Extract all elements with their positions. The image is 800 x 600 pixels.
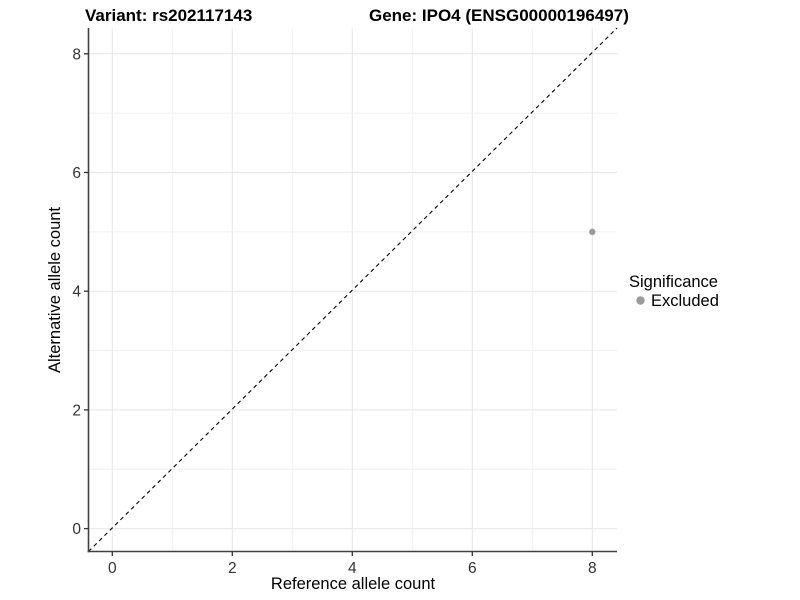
x-tick-label: 6 bbox=[468, 560, 477, 577]
y-axis-tick-labels: 0 2 4 6 8 bbox=[72, 46, 81, 538]
y-tick-label: 6 bbox=[72, 165, 81, 182]
x-tick-label: 0 bbox=[108, 560, 117, 577]
x-tick-label: 8 bbox=[588, 560, 597, 577]
y-tick-label: 0 bbox=[72, 521, 81, 538]
data-point bbox=[589, 228, 596, 236]
legend-title: Significance bbox=[629, 273, 718, 291]
x-axis-label: Reference allele count bbox=[271, 575, 436, 593]
legend-entry-label: Excluded bbox=[651, 292, 719, 310]
plot-title-variant: Variant: rs202117143 bbox=[85, 6, 252, 25]
x-tick-label: 2 bbox=[228, 560, 237, 577]
y-tick-label: 4 bbox=[72, 284, 81, 301]
legend: Significance Excluded bbox=[629, 273, 719, 310]
y-tick-label: 8 bbox=[72, 46, 81, 63]
legend-point-swatch bbox=[636, 296, 645, 305]
plot-layer bbox=[84, 27, 618, 556]
plot-title-gene: Gene: IPO4 (ENSG00000196497) bbox=[369, 6, 629, 25]
y-tick-label: 2 bbox=[72, 402, 81, 419]
y-axis-label: Alternative allele count bbox=[46, 207, 64, 373]
identity-reference-line bbox=[88, 27, 618, 552]
x-axis-tick-labels: 0 2 4 6 8 bbox=[108, 560, 597, 577]
x-tick-label: 4 bbox=[348, 560, 357, 577]
